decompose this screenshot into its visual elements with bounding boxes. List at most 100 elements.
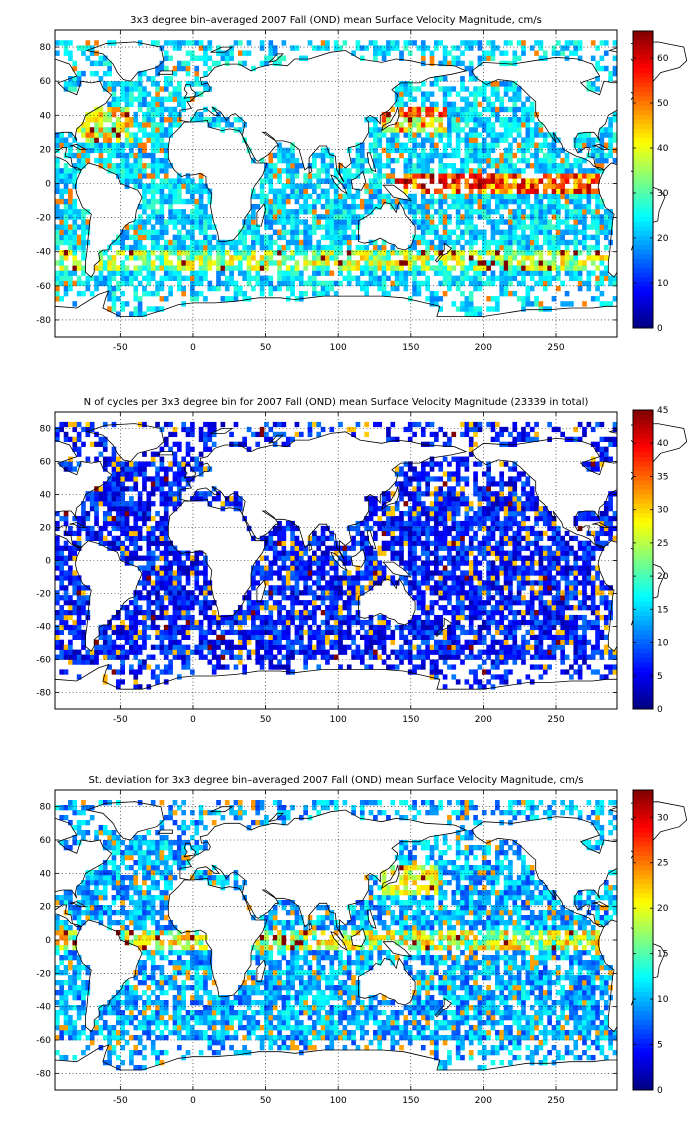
heatmap-cell bbox=[85, 219, 91, 225]
heatmap-cell bbox=[285, 441, 291, 447]
heatmap-cell bbox=[59, 255, 65, 261]
heatmap-cell bbox=[176, 229, 182, 235]
heatmap-cell bbox=[190, 214, 195, 220]
heatmap-cell bbox=[547, 209, 552, 215]
heatmap-cell bbox=[272, 250, 278, 256]
heatmap-cell bbox=[272, 152, 278, 159]
heatmap-cell bbox=[569, 209, 574, 215]
heatmap-cell bbox=[508, 198, 513, 205]
heatmap-cell bbox=[547, 270, 552, 276]
heatmap-cell bbox=[394, 157, 400, 164]
heatmap-cell bbox=[76, 624, 82, 631]
heatmap-cell bbox=[251, 244, 256, 251]
heatmap-cell bbox=[229, 275, 234, 282]
heatmap-cell bbox=[72, 65, 78, 72]
heatmap-cell bbox=[582, 280, 587, 287]
heatmap-cell bbox=[290, 644, 295, 650]
heatmap-cell bbox=[81, 255, 86, 261]
heatmap-cell bbox=[172, 654, 178, 660]
heatmap-cell bbox=[146, 550, 152, 556]
colorbar-frame bbox=[632, 30, 654, 329]
heatmap-cell bbox=[98, 132, 104, 138]
heatmap-cell bbox=[434, 132, 439, 138]
heatmap-cell bbox=[59, 178, 65, 184]
heatmap-cell bbox=[176, 178, 182, 184]
heatmap-cell bbox=[168, 111, 173, 118]
heatmap-cell bbox=[137, 659, 143, 665]
heatmap-cell bbox=[312, 203, 317, 210]
heatmap-cell bbox=[477, 229, 483, 235]
heatmap-cell bbox=[390, 244, 396, 251]
heatmap-cell bbox=[203, 614, 208, 621]
heatmap-cell bbox=[251, 614, 256, 621]
heatmap-cell bbox=[55, 163, 60, 169]
heatmap-cell bbox=[198, 265, 204, 271]
heatmap-cell bbox=[194, 555, 200, 561]
heatmap-cell bbox=[473, 265, 478, 271]
heatmap-cell bbox=[120, 520, 126, 527]
heatmap-cell bbox=[142, 198, 147, 205]
heatmap-cell bbox=[451, 188, 457, 195]
heatmap-cell bbox=[542, 209, 548, 215]
heatmap-cell bbox=[560, 183, 566, 189]
heatmap-cell bbox=[595, 203, 600, 210]
heatmap-cell bbox=[303, 224, 308, 230]
heatmap-cell bbox=[434, 147, 439, 154]
heatmap-cell bbox=[281, 540, 287, 546]
heatmap-cell bbox=[59, 173, 65, 179]
heatmap-cell bbox=[447, 106, 452, 113]
heatmap-cell bbox=[76, 234, 82, 241]
heatmap-cell bbox=[499, 285, 505, 292]
heatmap-cell bbox=[268, 239, 274, 246]
heatmap-cell bbox=[216, 280, 221, 287]
heatmap-cell bbox=[394, 250, 400, 256]
heatmap-cell bbox=[224, 122, 230, 128]
heatmap-cell bbox=[72, 515, 78, 522]
heatmap-cell bbox=[434, 224, 439, 230]
heatmap-cell bbox=[98, 451, 104, 457]
heatmap-cell bbox=[268, 219, 274, 225]
heatmap-cell bbox=[590, 147, 596, 154]
heatmap-cell bbox=[303, 565, 308, 571]
heatmap-cell bbox=[120, 649, 126, 655]
heatmap-cell bbox=[373, 127, 378, 133]
heatmap-cell bbox=[59, 654, 65, 660]
heatmap-cell bbox=[569, 40, 574, 46]
heatmap-cell bbox=[246, 224, 252, 230]
heatmap-cell bbox=[59, 234, 65, 241]
heatmap-cell bbox=[473, 224, 478, 230]
heatmap-cell bbox=[359, 270, 365, 276]
heatmap-cell bbox=[386, 152, 391, 159]
heatmap-cell bbox=[172, 491, 178, 497]
heatmap-cell bbox=[521, 50, 526, 56]
heatmap-cell bbox=[503, 147, 509, 154]
heatmap-cell bbox=[525, 290, 531, 297]
heatmap-cell bbox=[211, 122, 217, 128]
heatmap-cell bbox=[268, 260, 274, 266]
heatmap-cell bbox=[142, 193, 147, 200]
heatmap-cell bbox=[146, 491, 152, 497]
heatmap-cell bbox=[159, 306, 165, 312]
colorbar-segment bbox=[633, 142, 653, 148]
heatmap-cell bbox=[120, 239, 126, 246]
heatmap-cell bbox=[72, 244, 78, 251]
heatmap-cell bbox=[155, 306, 160, 312]
heatmap-cell bbox=[486, 127, 491, 133]
heatmap-cell bbox=[486, 280, 491, 287]
heatmap-cell bbox=[525, 111, 531, 118]
heatmap-cell bbox=[486, 116, 491, 123]
heatmap-cell bbox=[107, 296, 112, 302]
heatmap-cell bbox=[294, 600, 300, 606]
heatmap-cell bbox=[111, 669, 117, 675]
heatmap-cell bbox=[595, 265, 600, 271]
heatmap-cell bbox=[307, 540, 313, 546]
heatmap-cell bbox=[98, 441, 104, 447]
heatmap-cell bbox=[320, 234, 326, 241]
heatmap-cell bbox=[577, 265, 583, 271]
heatmap-cell bbox=[76, 224, 82, 230]
heatmap-cell bbox=[124, 168, 130, 174]
heatmap-cell bbox=[573, 260, 579, 266]
heatmap-cell bbox=[346, 209, 352, 215]
heatmap-cell bbox=[163, 501, 169, 507]
heatmap-cell bbox=[556, 270, 561, 276]
